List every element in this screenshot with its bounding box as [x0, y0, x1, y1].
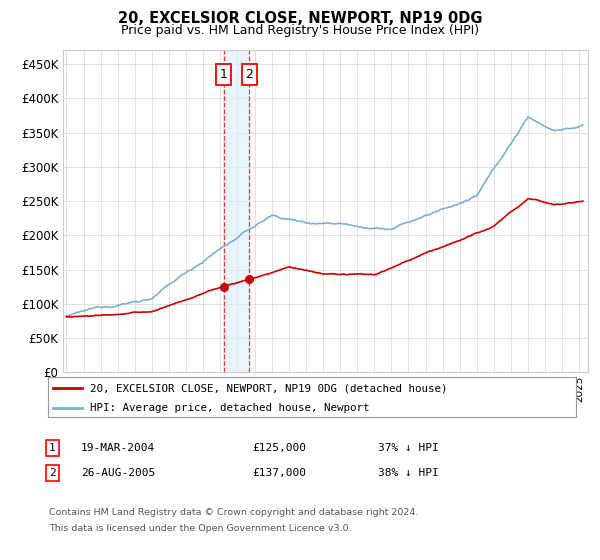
Text: Price paid vs. HM Land Registry's House Price Index (HPI): Price paid vs. HM Land Registry's House …: [121, 24, 479, 36]
Text: 19-MAR-2004: 19-MAR-2004: [81, 443, 155, 453]
Text: 20, EXCELSIOR CLOSE, NEWPORT, NP19 0DG: 20, EXCELSIOR CLOSE, NEWPORT, NP19 0DG: [118, 11, 482, 26]
Text: 1: 1: [219, 68, 227, 81]
Text: 20, EXCELSIOR CLOSE, NEWPORT, NP19 0DG (detached house): 20, EXCELSIOR CLOSE, NEWPORT, NP19 0DG (…: [90, 383, 448, 393]
Text: 26-AUG-2005: 26-AUG-2005: [81, 468, 155, 478]
Text: 2: 2: [49, 468, 56, 478]
Text: 2: 2: [245, 68, 253, 81]
Text: HPI: Average price, detached house, Newport: HPI: Average price, detached house, Newp…: [90, 403, 370, 413]
Text: 37% ↓ HPI: 37% ↓ HPI: [378, 443, 439, 453]
Text: 38% ↓ HPI: 38% ↓ HPI: [378, 468, 439, 478]
Text: 1: 1: [49, 443, 56, 453]
Bar: [223, 50, 250, 372]
Text: This data is licensed under the Open Government Licence v3.0.: This data is licensed under the Open Gov…: [49, 524, 352, 533]
Text: Contains HM Land Registry data © Crown copyright and database right 2024.: Contains HM Land Registry data © Crown c…: [49, 508, 419, 517]
Text: £125,000: £125,000: [252, 443, 306, 453]
Text: £137,000: £137,000: [252, 468, 306, 478]
